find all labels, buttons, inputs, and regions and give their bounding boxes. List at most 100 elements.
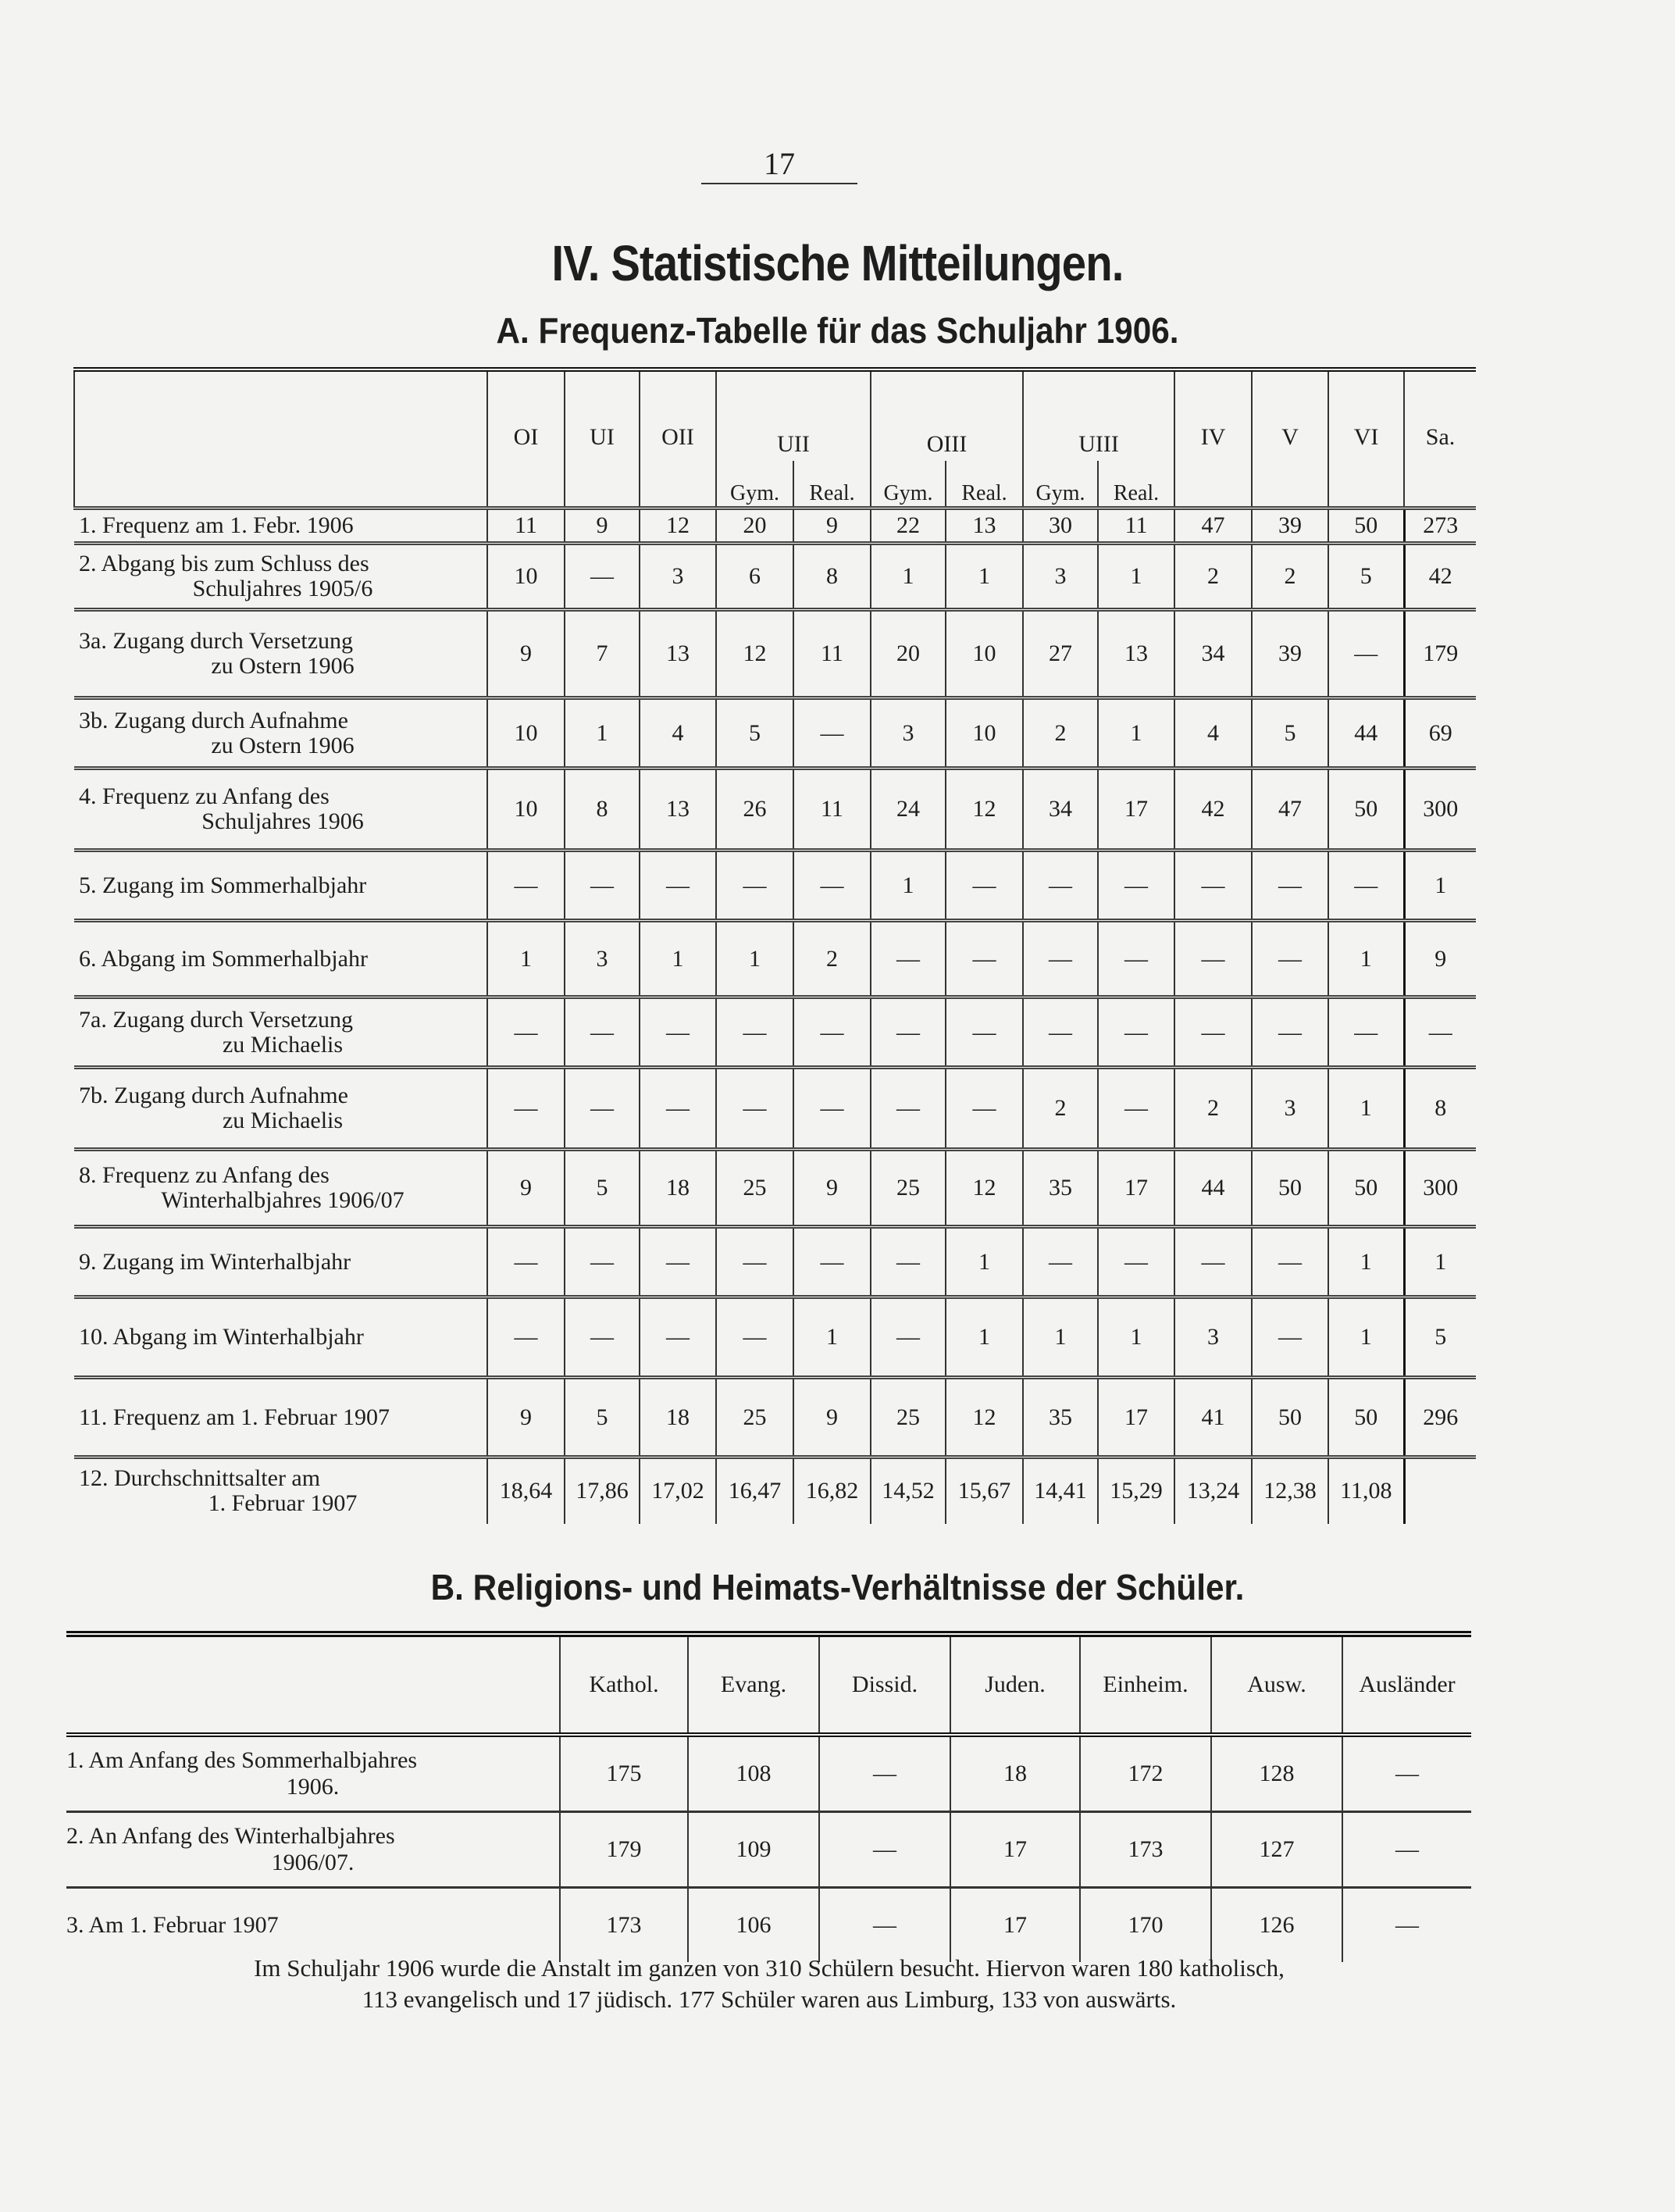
value-cell: — bbox=[1174, 995, 1253, 1068]
value-cell: — bbox=[1328, 995, 1405, 1068]
value-cell: 13 bbox=[639, 766, 716, 851]
table-row: 10. Abgang im Winterhalbjahr — — — —1—1 1 1 3—1… bbox=[74, 1295, 1477, 1378]
value-cell: 3 bbox=[1251, 1065, 1329, 1150]
value-cell: 1 bbox=[1097, 696, 1175, 769]
table-row: 7b. Zugang durch Aufnahme zu Michaelis — — —… bbox=[74, 1065, 1477, 1150]
value-cell: 42 bbox=[1174, 766, 1253, 851]
value-cell: 9 bbox=[564, 506, 640, 544]
row-label-line: zu Michaelis bbox=[222, 1108, 344, 1133]
column-header: Sa. bbox=[1403, 369, 1477, 508]
row-label: 12. Durchschnittsalter am 1. Februar 1907 bbox=[74, 1455, 487, 1524]
column-header: Juden. bbox=[950, 1634, 1080, 1735]
value-cell: 1 bbox=[944, 1295, 1024, 1378]
row-label-line: 1906. bbox=[286, 1774, 340, 1800]
row-label: 10. Abgang im Winterhalbjahr bbox=[74, 1295, 487, 1378]
value-cell: — bbox=[486, 1225, 565, 1297]
value-cell: — bbox=[715, 848, 793, 921]
column-header: UI bbox=[564, 369, 640, 508]
value-cell: 35 bbox=[1022, 1375, 1099, 1457]
value-cell: 1 bbox=[870, 541, 946, 610]
value-cell: 179 bbox=[559, 1811, 688, 1888]
value-cell: — bbox=[486, 1065, 565, 1150]
value-cell: 10 bbox=[486, 541, 565, 610]
row-label-line: 9. Zugang im Winterhalbjahr bbox=[79, 1248, 351, 1275]
value-cell: — bbox=[870, 1295, 946, 1378]
value-cell: 50 bbox=[1328, 1375, 1405, 1457]
page-title: IV. Statistische Mitteilungen. bbox=[551, 235, 1124, 291]
sum-cell: 69 bbox=[1402, 696, 1477, 769]
corner-cell bbox=[66, 1634, 560, 1735]
value-cell: 3 bbox=[1022, 541, 1099, 610]
value-cell: 1 bbox=[1328, 1065, 1405, 1150]
value-cell: 109 bbox=[687, 1811, 819, 1888]
column-header: UIII bbox=[1022, 369, 1175, 461]
value-cell: 9 bbox=[793, 1147, 871, 1227]
value-cell: 25 bbox=[715, 1375, 793, 1457]
value-cell: — bbox=[639, 995, 716, 1068]
value-cell: — bbox=[818, 1811, 950, 1888]
value-cell: — bbox=[1022, 919, 1099, 997]
value-cell: — bbox=[1251, 1295, 1329, 1378]
subcolumn-header: Real. bbox=[793, 461, 871, 508]
value-cell: 16,47 bbox=[715, 1455, 793, 1524]
value-cell: 1 bbox=[944, 1225, 1024, 1297]
value-cell: 17 bbox=[950, 1811, 1080, 1888]
value-cell: — bbox=[793, 995, 871, 1068]
value-cell: 12 bbox=[944, 1375, 1024, 1457]
row-label-line: 8. Frequenz zu Anfang des bbox=[79, 1162, 330, 1188]
value-cell: 26 bbox=[715, 766, 793, 851]
sum-cell: 1 bbox=[1402, 1225, 1477, 1297]
subcolumn-header: Gym. bbox=[870, 461, 946, 508]
value-cell: 50 bbox=[1251, 1147, 1329, 1227]
column-header: Dissid. bbox=[818, 1634, 950, 1735]
value-cell: 7 bbox=[564, 608, 640, 698]
table-row: 7a. Zugang durch Versetzung zu Michaelis —… bbox=[74, 995, 1477, 1068]
value-cell: 5 bbox=[564, 1147, 640, 1227]
row-label: 3a. Zugang durch Versetzung zu Ostern 190… bbox=[74, 608, 487, 698]
value-cell: 2 bbox=[1251, 541, 1329, 610]
table-row: 2. An Anfang des Winterhalbjahres 1906/07… bbox=[66, 1811, 1471, 1888]
sum-cell: 300 bbox=[1402, 766, 1477, 851]
value-cell: 1 bbox=[1022, 1295, 1099, 1378]
value-cell: — bbox=[1097, 1065, 1175, 1150]
value-cell: — bbox=[944, 1065, 1024, 1150]
value-cell: 12 bbox=[944, 766, 1024, 851]
sum-cell: 296 bbox=[1402, 1375, 1477, 1457]
value-cell: 25 bbox=[715, 1147, 793, 1227]
value-cell: — bbox=[1251, 919, 1329, 997]
value-cell: — bbox=[564, 1225, 640, 1297]
value-cell: 11 bbox=[1097, 506, 1175, 544]
frequency-table: OI UI OII UII OIII UIII IV V VI Sa. Gym. Real. Gym. R… bbox=[73, 367, 1477, 1524]
value-cell: 126 bbox=[1210, 1886, 1342, 1962]
value-cell: — bbox=[715, 1225, 793, 1297]
value-cell: 47 bbox=[1251, 766, 1329, 851]
value-cell: 13 bbox=[1097, 608, 1175, 698]
value-cell: 1 bbox=[486, 919, 565, 997]
value-cell: 12 bbox=[944, 1147, 1024, 1227]
value-cell: — bbox=[715, 995, 793, 1068]
row-label-line: 2. Abgang bis zum Schluss des bbox=[79, 551, 369, 576]
value-cell: 50 bbox=[1328, 1147, 1405, 1227]
section-a-heading: A. Frequenz-Tabelle für das Schuljahr 19… bbox=[496, 310, 1179, 351]
column-header: Evang. bbox=[687, 1634, 819, 1735]
row-label-line: 6. Abgang im Sommerhalbjahr bbox=[79, 945, 368, 972]
value-cell: 13 bbox=[639, 608, 716, 698]
table-row: 4. Frequenz zu Anfang des Schuljahres 190… bbox=[74, 766, 1477, 851]
row-label: 9. Zugang im Winterhalbjahr bbox=[74, 1225, 487, 1297]
value-cell: — bbox=[1097, 995, 1175, 1068]
value-cell: 173 bbox=[559, 1886, 688, 1962]
table-row: 9. Zugang im Winterhalbjahr — — — — — —1— — — —1 1 bbox=[74, 1225, 1477, 1297]
table-row: 5. Zugang im Sommerhalbjahr — — — — —1— — — — — —1 bbox=[74, 848, 1477, 921]
row-label-line: 1. Februar 1907 bbox=[208, 1490, 358, 1517]
table-row: 3. Am 1. Februar 1907 173 106—17 170 126— bbox=[66, 1886, 1471, 1962]
value-cell: 3 bbox=[870, 696, 946, 769]
sum-cell: 300 bbox=[1402, 1147, 1477, 1227]
value-cell: 18 bbox=[639, 1375, 716, 1457]
row-label: 1. Frequenz am 1. Febr. 1906 bbox=[74, 506, 487, 544]
value-cell: — bbox=[486, 848, 565, 921]
value-cell: 35 bbox=[1022, 1147, 1099, 1227]
value-cell: — bbox=[564, 848, 640, 921]
value-cell: 172 bbox=[1079, 1732, 1211, 1812]
value-cell: 44 bbox=[1174, 1147, 1253, 1227]
value-cell: 108 bbox=[687, 1732, 819, 1812]
